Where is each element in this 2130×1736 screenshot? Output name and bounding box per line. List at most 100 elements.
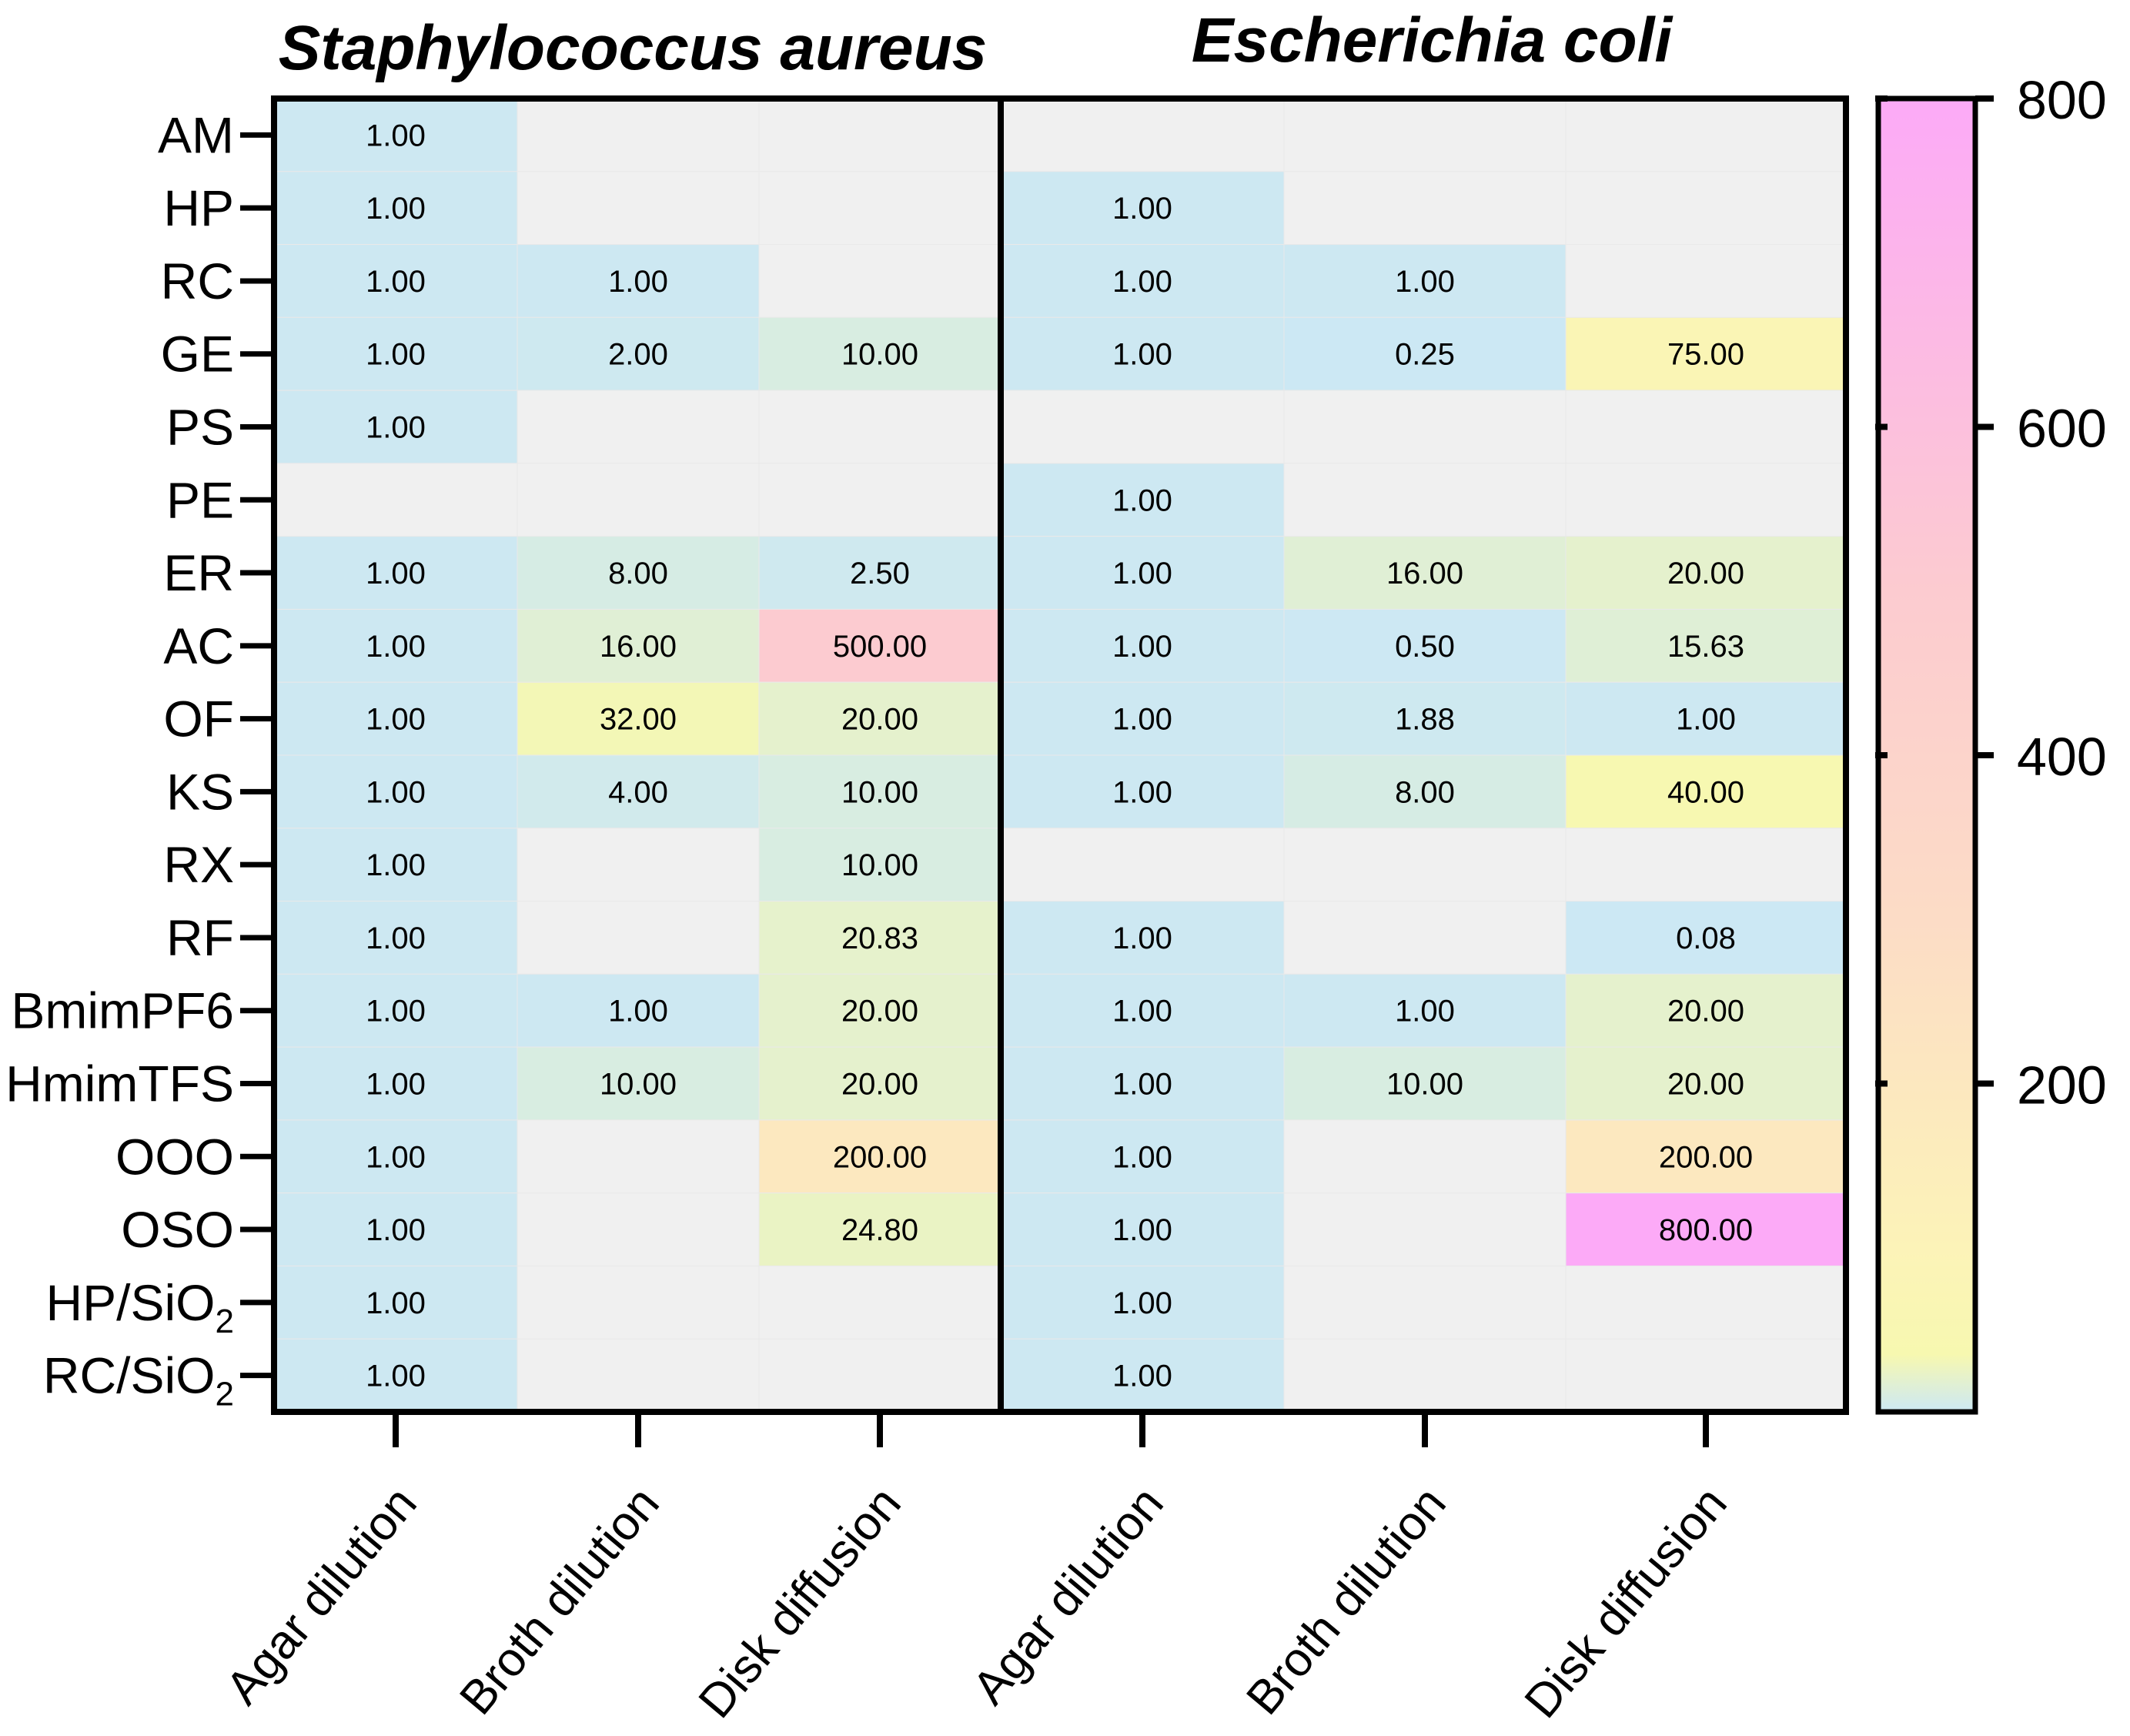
heatmap-cell bbox=[1000, 1046, 1285, 1121]
row-label-text: BmimPF6 bbox=[11, 982, 234, 1039]
cell-value-label: 75.00 bbox=[1667, 338, 1744, 372]
heatmap-cell bbox=[758, 171, 1001, 246]
heatmap-cell bbox=[1283, 681, 1567, 756]
cell-value-label: 10.00 bbox=[1386, 1068, 1463, 1102]
cell-value-label: 16.00 bbox=[1386, 557, 1463, 590]
row-label: HP/SiO2 bbox=[45, 1274, 234, 1340]
cell-value-label: 10.00 bbox=[841, 338, 918, 372]
heatmap-cell bbox=[1000, 536, 1285, 610]
row-label-subscript: 2 bbox=[216, 1376, 234, 1413]
column-label: Agar dilution bbox=[962, 1477, 1173, 1714]
heatmap-cell bbox=[1000, 1265, 1285, 1340]
cell-value-label: 20.00 bbox=[1667, 557, 1744, 590]
cell-value-label: 1.00 bbox=[366, 557, 426, 590]
row-label: KS bbox=[166, 763, 234, 820]
row-label-text: RX bbox=[163, 836, 234, 893]
cell-value-label: 200.00 bbox=[1659, 1140, 1753, 1174]
heatmap-cell bbox=[517, 536, 760, 610]
heatmap-cell bbox=[1283, 1119, 1567, 1194]
row-labels: AM HP RC GE PS PE ER AC OF KS RX RF BmimPF6 HmimTFS OO… bbox=[5, 106, 274, 1413]
colorbar-gradient bbox=[1875, 95, 1978, 1415]
heatmap-cell bbox=[1283, 390, 1567, 464]
cell-value-label: 1.00 bbox=[366, 995, 426, 1029]
panel-title-escherichia: Escherichia coli bbox=[1192, 5, 1674, 75]
cell-value-label: 20.83 bbox=[841, 922, 918, 955]
heatmap-cell bbox=[758, 390, 1001, 464]
cell-value-label: 1.00 bbox=[366, 1213, 426, 1247]
heatmap-cell bbox=[1283, 244, 1567, 318]
cell-value-label: 1.00 bbox=[608, 995, 668, 1029]
cell-value-label: 1.00 bbox=[366, 630, 426, 664]
heatmap-cell bbox=[273, 681, 518, 756]
heatmap-cell bbox=[517, 901, 760, 975]
heatmap-cell bbox=[758, 1338, 1001, 1413]
cell-value-label: 24.80 bbox=[841, 1213, 918, 1247]
cell-value-label: 500.00 bbox=[833, 630, 927, 664]
row-label-text: OF bbox=[163, 691, 234, 748]
cell-value-label: 1.00 bbox=[1112, 775, 1172, 809]
heatmap-cell bbox=[517, 98, 760, 172]
row-label: OOO bbox=[115, 1128, 234, 1185]
cell-value-label: 2.00 bbox=[608, 338, 668, 372]
column-label: Broth dilution bbox=[450, 1477, 669, 1725]
heatmap-cell bbox=[758, 754, 1001, 829]
heatmap-cell bbox=[758, 316, 1001, 391]
heatmap-cell bbox=[273, 901, 518, 975]
row-label: AM bbox=[158, 106, 234, 163]
cell-value-label: 1.00 bbox=[1112, 265, 1172, 299]
heatmap-cell bbox=[517, 681, 760, 756]
heatmap-cell bbox=[273, 98, 518, 172]
cell-value-label: 8.00 bbox=[1395, 775, 1455, 809]
heatmap-cell bbox=[758, 608, 1001, 683]
heatmap-cell bbox=[1283, 973, 1567, 1048]
cell-value-label: 1.00 bbox=[366, 1360, 426, 1393]
row-label-text: ER bbox=[163, 544, 234, 601]
colorbar-tick-label: 800 bbox=[2017, 70, 2107, 130]
cell-value-label: 1.00 bbox=[608, 265, 668, 299]
cell-value-label: 1.00 bbox=[1112, 630, 1172, 664]
heatmap-cell bbox=[1565, 1265, 1847, 1340]
column-labels: Agar dilution Broth dilution Disk diffusio… bbox=[216, 1412, 1737, 1728]
cell-value-label: 1.00 bbox=[366, 922, 426, 955]
cell-value-label: 20.00 bbox=[841, 703, 918, 737]
heatmap-cell bbox=[517, 390, 760, 464]
column-label: Disk diffusion bbox=[689, 1477, 911, 1728]
row-label: RC/SiO2 bbox=[43, 1347, 234, 1413]
heatmap-cell bbox=[517, 608, 760, 683]
cell-value-label: 2.50 bbox=[850, 557, 910, 590]
heatmap-cell bbox=[1000, 901, 1285, 975]
heatmap-cell bbox=[758, 681, 1001, 756]
cell-value-label: 16.00 bbox=[600, 630, 677, 664]
plot-frame bbox=[271, 95, 1849, 1415]
heatmap-cell bbox=[273, 1338, 518, 1413]
cell-value-label: 1.00 bbox=[1112, 338, 1172, 372]
heatmap-cell bbox=[273, 390, 518, 464]
heatmap-cell bbox=[517, 754, 760, 829]
heatmap-cell bbox=[517, 316, 760, 391]
row-label: PE bbox=[166, 471, 234, 528]
row-label: ER bbox=[163, 544, 234, 601]
heatmap-cell bbox=[1565, 463, 1847, 537]
row-label: RC bbox=[161, 253, 234, 309]
colorbar-tick-label: 200 bbox=[2017, 1055, 2107, 1116]
row-label: RX bbox=[163, 836, 234, 893]
cell-value-label: 1.00 bbox=[366, 265, 426, 299]
cell-value-label: 0.50 bbox=[1395, 630, 1455, 664]
cell-value-label: 1.00 bbox=[1112, 1213, 1172, 1247]
heatmap-cell bbox=[273, 1265, 518, 1340]
heatmap-cell bbox=[1565, 754, 1847, 829]
heatmap-cell bbox=[273, 316, 518, 391]
row-label-text: PE bbox=[166, 471, 234, 528]
heatmap-cell bbox=[1283, 98, 1567, 172]
heatmap-cell bbox=[758, 98, 1001, 172]
heatmap-cell bbox=[1283, 828, 1567, 902]
heatmap-cell bbox=[1565, 390, 1847, 464]
colorbar-tick-label: 600 bbox=[2017, 399, 2107, 459]
row-label: OF bbox=[163, 691, 234, 748]
heatmap-cell bbox=[1565, 1338, 1847, 1413]
cell-value-label: 10.00 bbox=[841, 848, 918, 882]
cell-value-label: 8.00 bbox=[608, 557, 668, 590]
cell-value-label: 800.00 bbox=[1659, 1213, 1753, 1247]
cell-value-label: 1.00 bbox=[366, 192, 426, 226]
cell-value-label: 1.00 bbox=[366, 703, 426, 737]
